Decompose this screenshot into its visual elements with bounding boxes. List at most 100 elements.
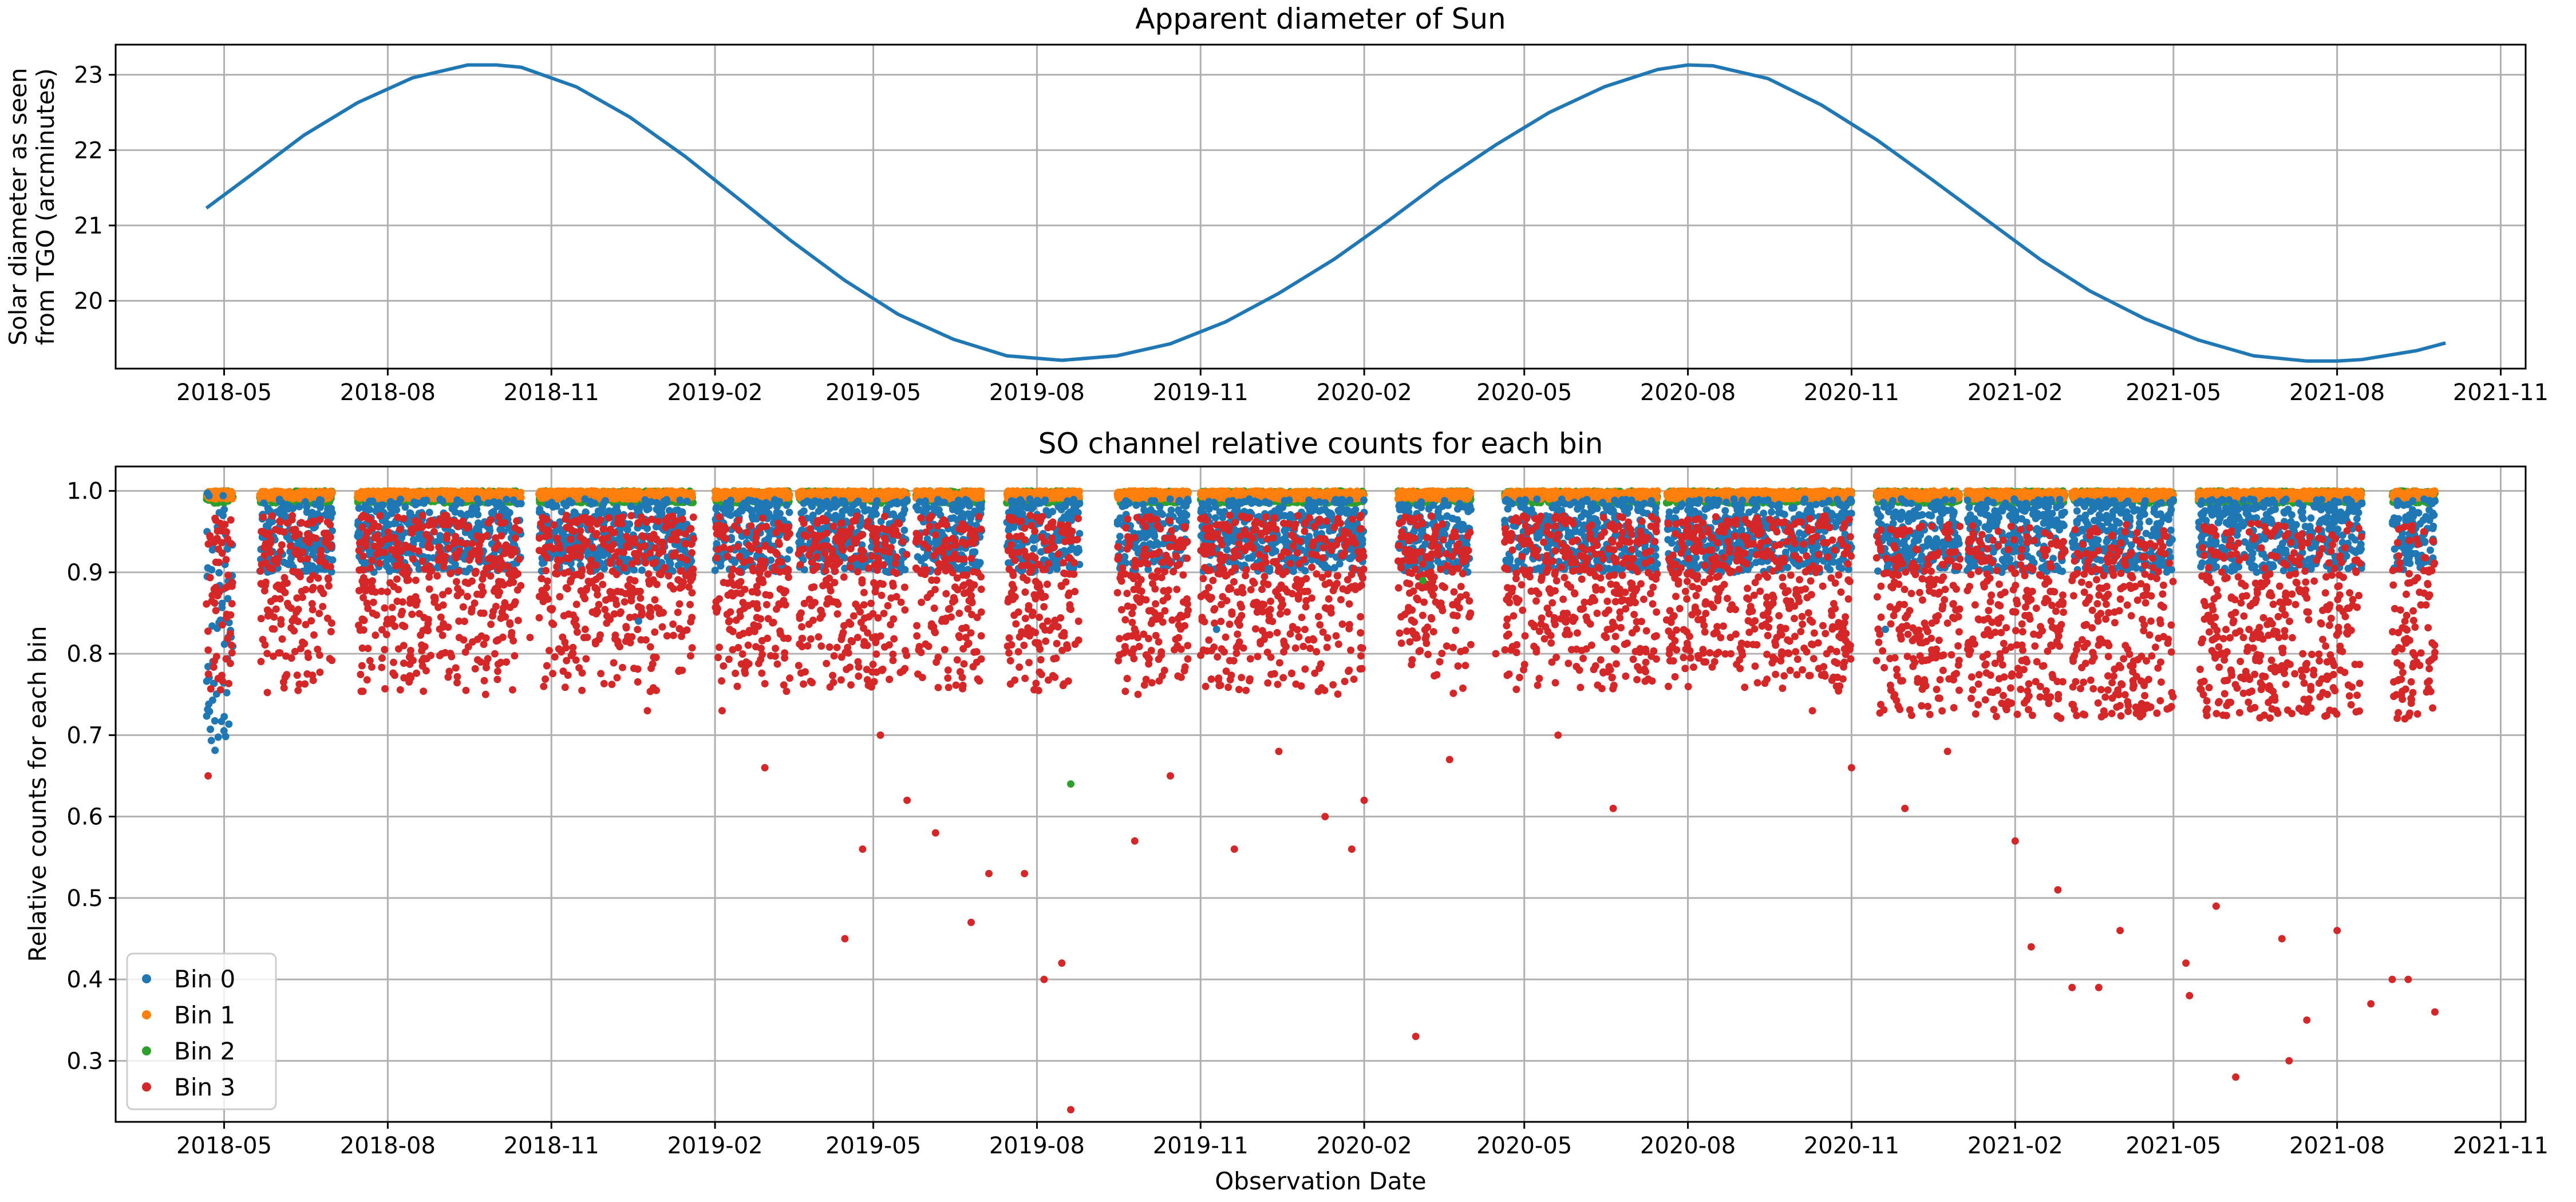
point-bin-3	[622, 623, 630, 631]
point-bin-3	[412, 576, 420, 584]
chart1-ticks: 2018-05 2018-08 2018-11 2019-02 2019-05 2019-…	[74, 62, 2549, 406]
point-bin-0	[449, 504, 457, 512]
point-bin-3	[287, 624, 295, 632]
point-bin-3	[678, 632, 685, 640]
point-bin-3	[663, 632, 671, 640]
point-bin-3	[317, 584, 325, 592]
point-bin-0	[683, 497, 691, 505]
point-bin-3	[610, 610, 618, 618]
point-bin-0	[204, 663, 212, 671]
point-bin-0	[361, 502, 369, 509]
point-bin-0	[676, 496, 684, 504]
point-bin-3	[373, 611, 381, 619]
point-bin-3	[473, 656, 481, 664]
point-bin-3	[378, 654, 386, 662]
point-bin-3	[634, 678, 642, 686]
point-bin-3	[215, 559, 223, 567]
point-bin-3	[430, 520, 438, 528]
point-bin-3	[363, 676, 371, 684]
point-bin-0	[731, 559, 739, 566]
point-bin-3	[327, 543, 335, 551]
point-bin-3	[725, 618, 733, 626]
point-bin-3	[494, 667, 501, 675]
point-bin-0	[420, 499, 428, 507]
point-bin-3	[619, 663, 626, 671]
point-bin-3	[299, 548, 307, 556]
chart1-ylabel-line1: Solar diameter as seen	[4, 68, 32, 345]
point-bin-3	[408, 610, 416, 618]
point-bin-0	[225, 720, 233, 728]
point-bin-3	[390, 658, 397, 666]
point-bin-3	[780, 681, 788, 689]
point-bin-3	[321, 529, 329, 537]
point-bin-3	[322, 562, 330, 570]
point-bin-3	[563, 585, 571, 593]
point-bin-3	[501, 549, 509, 557]
point-bin-3	[484, 655, 492, 663]
point-bin-0	[210, 679, 218, 687]
point-bin-3	[355, 566, 364, 574]
point-bin-3	[461, 540, 469, 548]
point-bin-0	[473, 495, 481, 503]
point-bin-3	[597, 670, 605, 678]
point-bin-3	[262, 529, 270, 537]
point-bin-3	[431, 594, 439, 602]
point-bin-0	[590, 499, 598, 507]
point-bin-3	[653, 535, 661, 543]
point-bin-3	[388, 603, 396, 611]
point-bin-3	[226, 630, 234, 638]
point-bin-3	[780, 525, 788, 533]
point-bin-3	[539, 525, 547, 533]
chart1-xtick-label: 2020-08	[1640, 379, 1736, 406]
point-bin-3	[762, 600, 771, 608]
point-bin-0	[220, 727, 228, 735]
point-bin-0	[397, 495, 405, 503]
point-bin-3	[645, 577, 653, 585]
point-bin-3	[357, 670, 365, 678]
point-bin-3	[418, 512, 426, 520]
point-bin-3	[203, 600, 211, 608]
point-bin-3	[593, 586, 601, 594]
point-bin-3	[327, 619, 335, 627]
point-bin-3	[628, 633, 636, 641]
point-bin-3	[754, 659, 762, 667]
point-bin-1	[554, 494, 562, 502]
point-bin-3	[569, 643, 577, 651]
point-bin-3	[720, 662, 728, 670]
chart1-xtick-label: 2021-05	[2125, 379, 2221, 406]
point-bin-3	[278, 541, 286, 549]
point-bin-3	[263, 606, 271, 614]
chart1-xtick-label: 2019-05	[825, 379, 921, 406]
point-bin-3	[368, 556, 376, 564]
point-bin-3	[260, 551, 268, 559]
point-bin-3	[535, 614, 543, 622]
point-bin-3	[556, 593, 564, 600]
point-bin-3	[309, 584, 317, 591]
point-bin-3	[263, 650, 271, 658]
point-bin-0	[785, 546, 793, 554]
point-bin-3	[224, 535, 232, 543]
point-bin-3	[617, 608, 625, 616]
point-bin-3	[539, 513, 547, 521]
point-bin-3	[423, 624, 431, 632]
point-bin-0	[218, 599, 226, 607]
point-bin-3	[421, 564, 429, 572]
point-bin-0	[549, 503, 557, 511]
chart1-gridlines	[116, 45, 2526, 369]
point-bin-3	[376, 512, 384, 520]
point-bin-1	[539, 493, 547, 501]
point-bin-1	[322, 489, 330, 497]
point-bin-3	[571, 552, 579, 559]
point-bin-3	[501, 613, 509, 621]
point-bin-0	[215, 569, 223, 577]
point-bin-3	[366, 657, 374, 665]
point-bin-3	[719, 529, 727, 537]
point-bin-3	[471, 665, 479, 673]
point-bin-3	[593, 520, 601, 528]
point-bin-3	[621, 598, 629, 606]
point-bin-1	[363, 489, 371, 497]
point-bin-3	[435, 543, 443, 551]
point-bin-3	[627, 512, 635, 520]
point-bin-3	[381, 548, 389, 556]
